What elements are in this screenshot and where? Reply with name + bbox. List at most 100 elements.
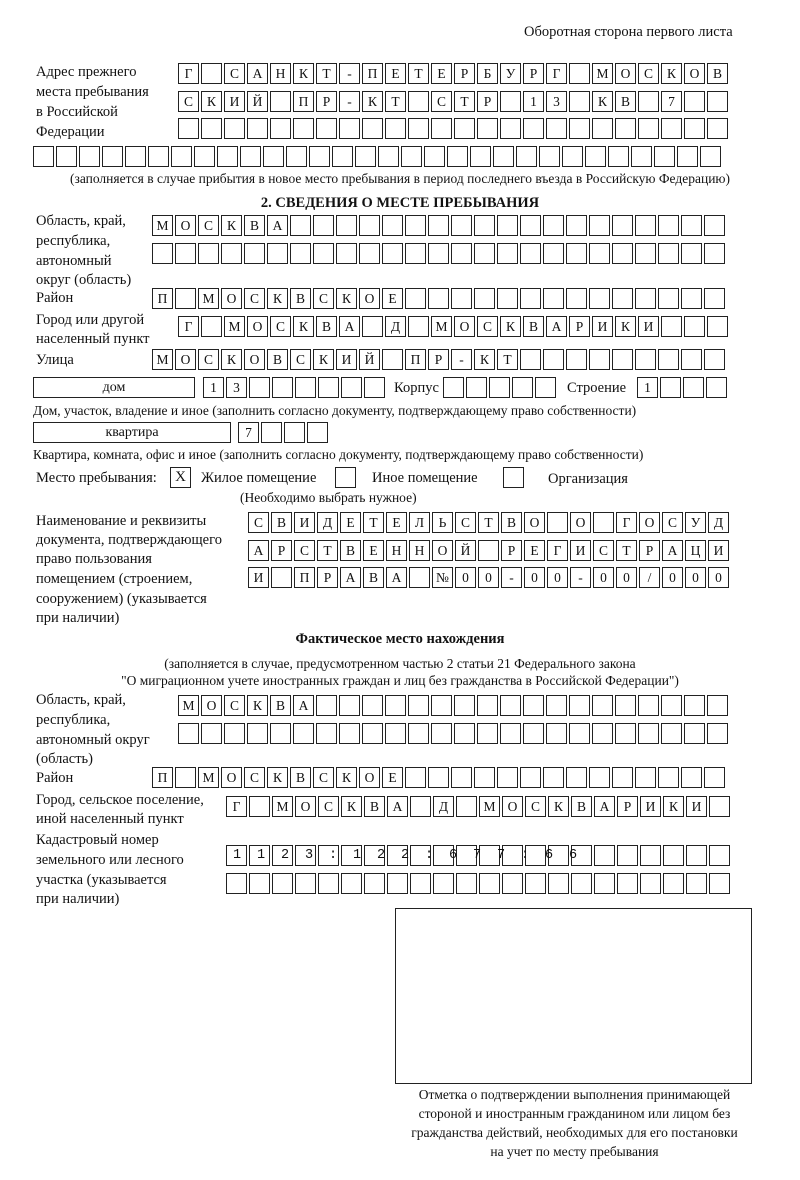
letter-cell[interactable] <box>594 845 615 866</box>
letter-cell[interactable] <box>707 695 728 716</box>
letter-cell[interactable] <box>707 316 728 337</box>
letter-cell[interactable] <box>175 288 196 309</box>
letter-cell[interactable]: О <box>359 767 380 788</box>
letter-cell[interactable] <box>523 118 544 139</box>
letter-cell[interactable] <box>497 215 518 236</box>
letter-cell[interactable] <box>700 146 721 167</box>
letter-cell[interactable] <box>408 316 429 337</box>
letter-cell[interactable] <box>178 723 199 744</box>
letter-cell[interactable] <box>401 146 422 167</box>
letter-cell[interactable]: Р <box>454 63 475 84</box>
fact-region-row-2[interactable] <box>178 723 730 744</box>
letter-cell[interactable]: 0 <box>616 567 637 588</box>
region-row-2[interactable] <box>152 243 727 264</box>
letter-cell[interactable]: К <box>500 316 521 337</box>
letter-cell[interactable] <box>502 873 523 894</box>
letter-cell[interactable]: Г <box>226 796 247 817</box>
letter-cell[interactable] <box>707 91 728 112</box>
letter-cell[interactable] <box>339 118 360 139</box>
letter-cell[interactable]: В <box>363 567 384 588</box>
letter-cell[interactable]: 1 <box>203 377 224 398</box>
letter-cell[interactable]: П <box>293 91 314 112</box>
letter-cell[interactable] <box>431 118 452 139</box>
letter-cell[interactable] <box>102 146 123 167</box>
letter-cell[interactable] <box>589 288 610 309</box>
letter-cell[interactable]: Д <box>385 316 406 337</box>
letter-cell[interactable] <box>569 723 590 744</box>
letter-cell[interactable]: И <box>294 512 315 533</box>
letter-cell[interactable] <box>569 63 590 84</box>
letter-cell[interactable]: П <box>152 288 173 309</box>
letter-cell[interactable] <box>686 845 707 866</box>
letter-cell[interactable]: Е <box>386 512 407 533</box>
letter-cell[interactable] <box>640 845 661 866</box>
letter-cell[interactable]: Е <box>382 288 403 309</box>
letter-cell[interactable] <box>313 243 334 264</box>
letter-cell[interactable]: / <box>639 567 660 588</box>
letter-cell[interactable]: Ц <box>685 540 706 561</box>
letter-cell[interactable] <box>405 243 426 264</box>
letter-cell[interactable]: 1 <box>523 91 544 112</box>
letter-cell[interactable]: Е <box>363 540 384 561</box>
letter-cell[interactable]: 0 <box>685 567 706 588</box>
letter-cell[interactable] <box>272 873 293 894</box>
letter-cell[interactable]: А <box>546 316 567 337</box>
letter-cell[interactable] <box>267 243 288 264</box>
letter-cell[interactable] <box>226 873 247 894</box>
letter-cell[interactable] <box>428 288 449 309</box>
letter-cell[interactable] <box>387 873 408 894</box>
letter-cell[interactable]: С <box>248 512 269 533</box>
letter-cell[interactable] <box>410 845 431 866</box>
letter-cell[interactable] <box>316 118 337 139</box>
letter-cell[interactable] <box>249 873 270 894</box>
letter-cell[interactable]: Е <box>382 767 403 788</box>
letter-cell[interactable] <box>410 873 431 894</box>
letter-cell[interactable]: Ь <box>432 512 453 533</box>
letter-cell[interactable]: К <box>548 796 569 817</box>
letter-cell[interactable] <box>474 288 495 309</box>
letter-cell[interactable] <box>364 845 385 866</box>
letter-cell[interactable]: К <box>474 349 495 370</box>
letter-cell[interactable]: С <box>224 63 245 84</box>
letter-cell[interactable]: Г <box>178 63 199 84</box>
letter-cell[interactable]: М <box>152 215 173 236</box>
letter-cell[interactable] <box>585 146 606 167</box>
letter-cell[interactable] <box>535 377 556 398</box>
letter-cell[interactable]: К <box>293 316 314 337</box>
letter-cell[interactable] <box>571 873 592 894</box>
letter-cell[interactable] <box>681 215 702 236</box>
letter-cell[interactable] <box>548 873 569 894</box>
letter-cell[interactable] <box>635 243 656 264</box>
letter-cell[interactable] <box>547 512 568 533</box>
apartment-number-row[interactable]: 7 <box>238 422 330 443</box>
letter-cell[interactable] <box>405 288 426 309</box>
letter-cell[interactable] <box>684 118 705 139</box>
letter-cell[interactable] <box>293 118 314 139</box>
letter-cell[interactable] <box>466 377 487 398</box>
letter-cell[interactable] <box>433 873 454 894</box>
letter-cell[interactable] <box>479 873 500 894</box>
letter-cell[interactable]: М <box>198 767 219 788</box>
letter-cell[interactable] <box>543 767 564 788</box>
letter-cell[interactable] <box>355 146 376 167</box>
letter-cell[interactable] <box>681 243 702 264</box>
apartment-type-field[interactable]: квартира <box>33 422 231 443</box>
letter-cell[interactable]: 0 <box>478 567 499 588</box>
letter-cell[interactable]: Р <box>316 91 337 112</box>
letter-cell[interactable]: Г <box>546 63 567 84</box>
letter-cell[interactable]: М <box>152 349 173 370</box>
letter-cell[interactable] <box>249 796 270 817</box>
letter-cell[interactable] <box>502 845 523 866</box>
letter-cell[interactable]: У <box>500 63 521 84</box>
letter-cell[interactable] <box>247 118 268 139</box>
letter-cell[interactable] <box>443 377 464 398</box>
letter-cell[interactable]: - <box>339 63 360 84</box>
letter-cell[interactable] <box>284 422 305 443</box>
letter-cell[interactable] <box>638 695 659 716</box>
letter-cell[interactable] <box>270 723 291 744</box>
letter-cell[interactable]: О <box>295 796 316 817</box>
letter-cell[interactable] <box>520 767 541 788</box>
